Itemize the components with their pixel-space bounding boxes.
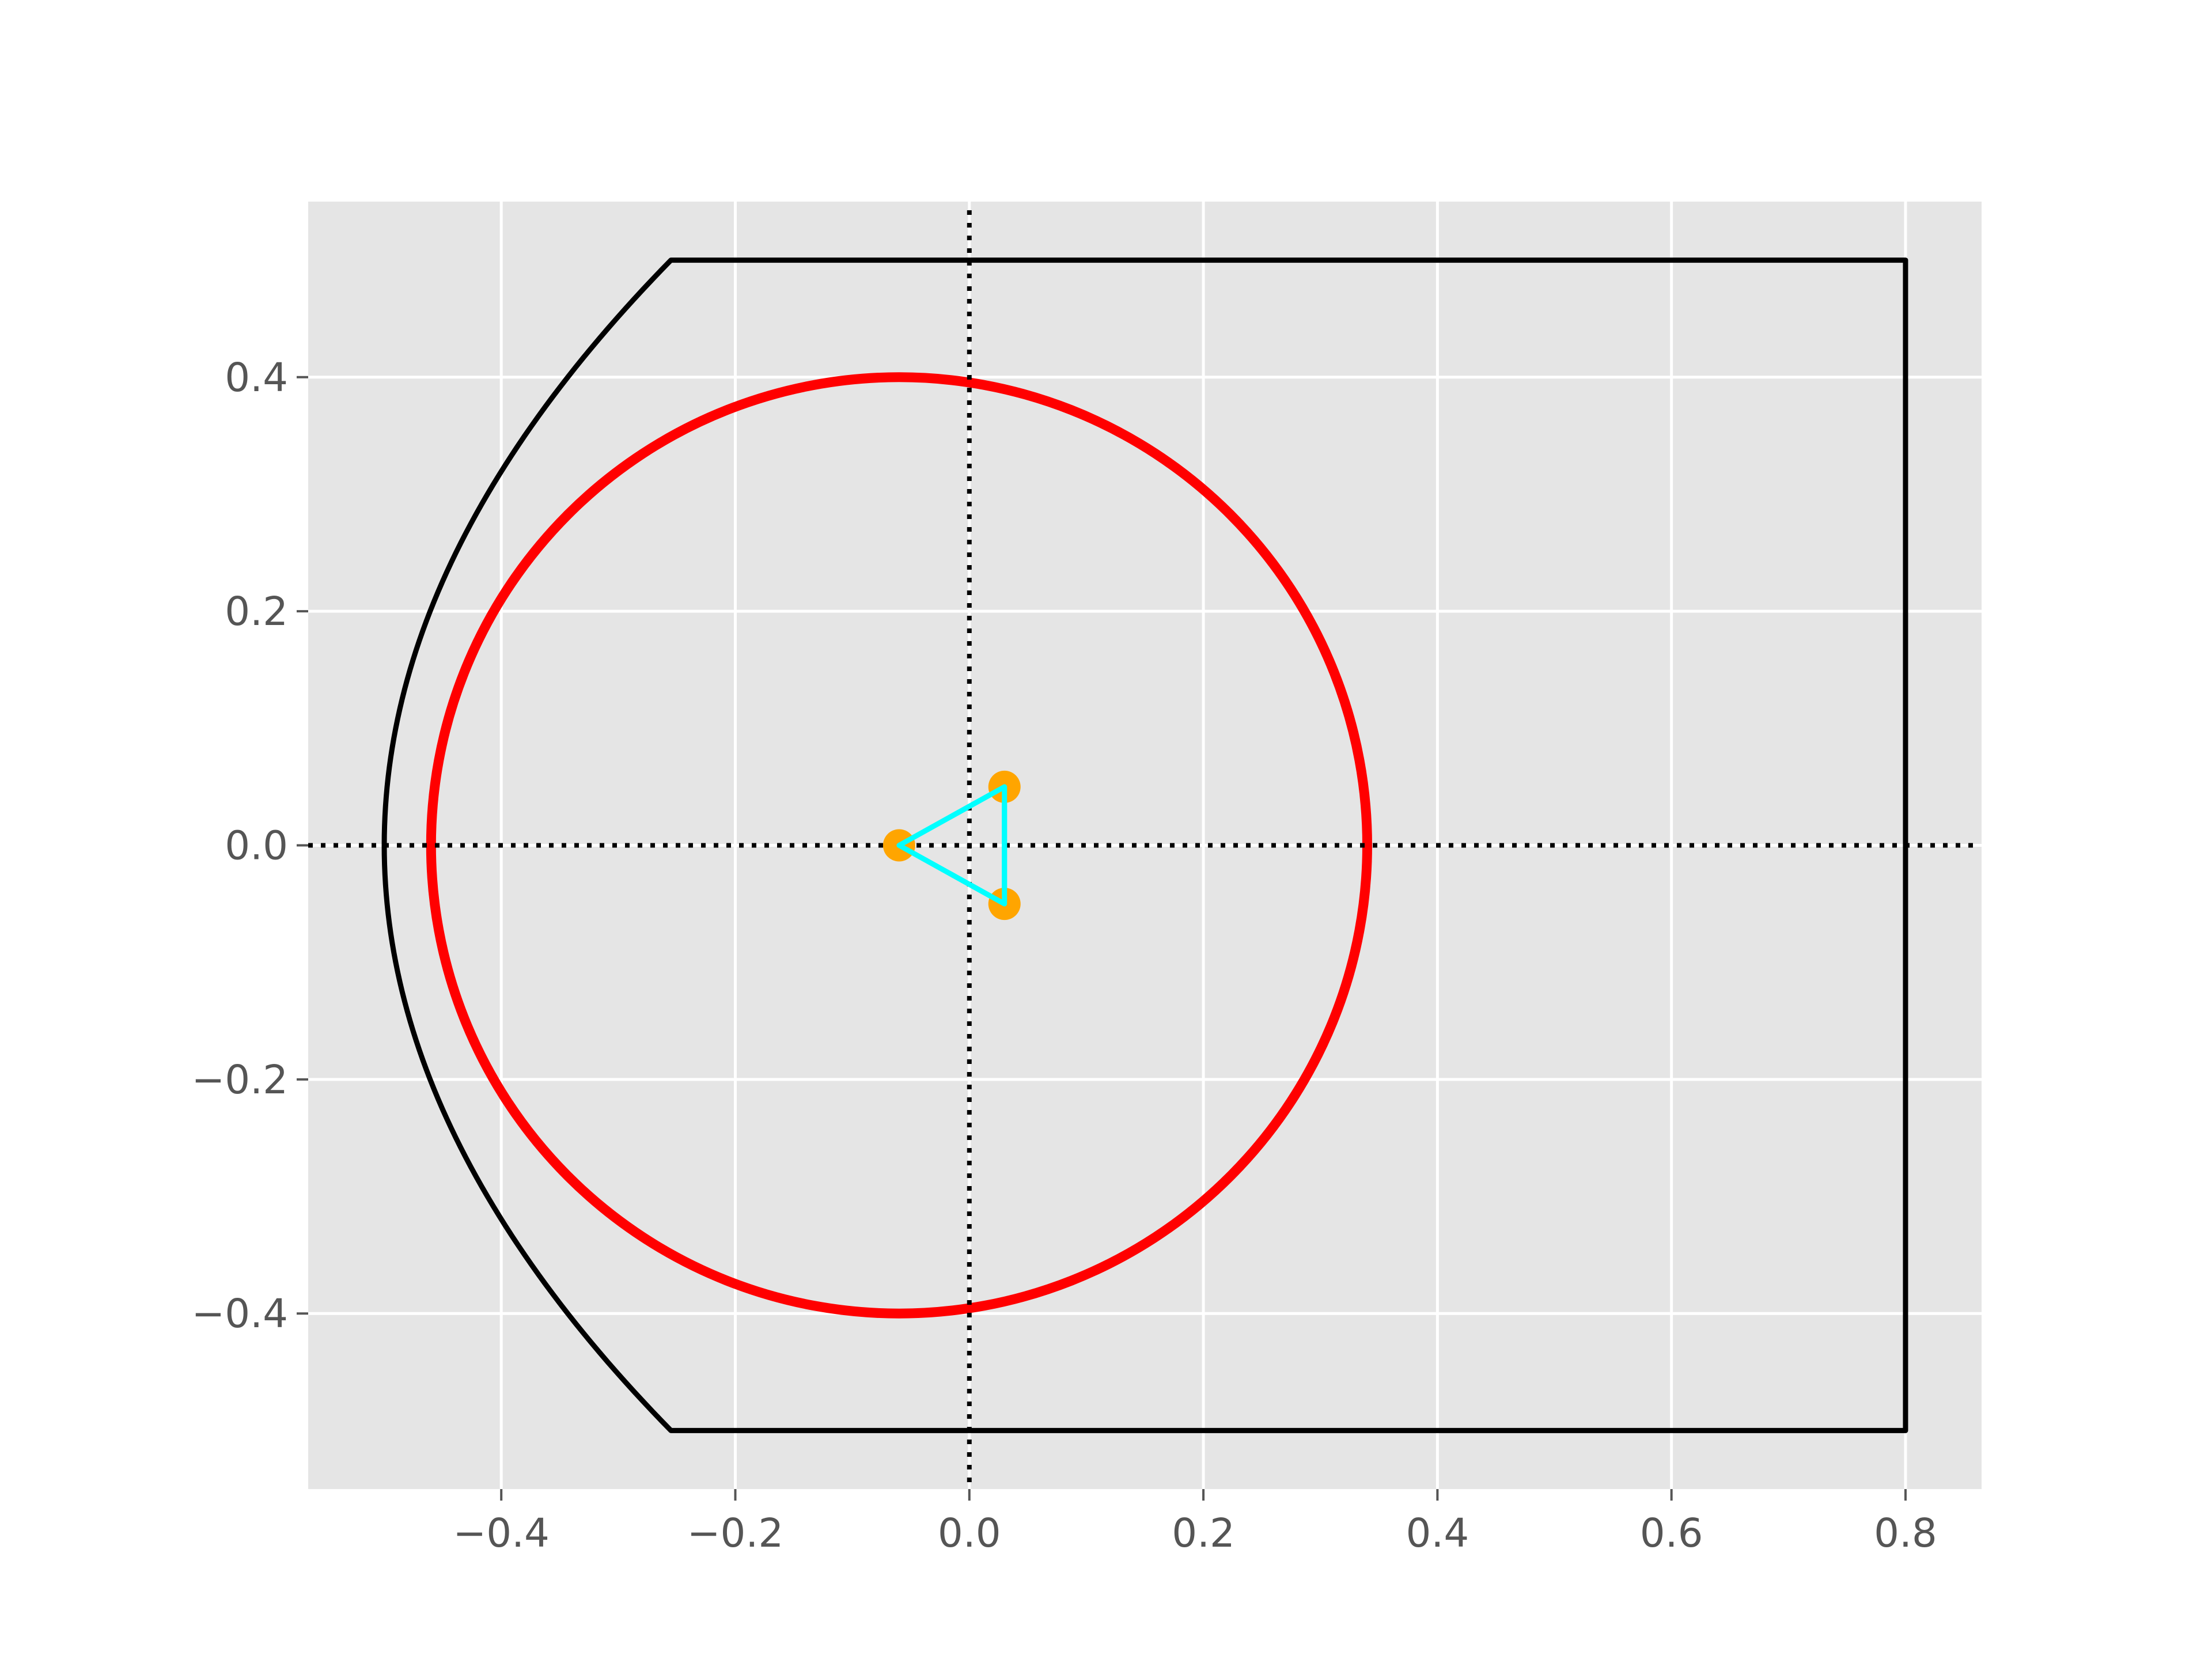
boundary-outline [381,257,1908,1433]
x-tick-label: 0.0 [938,1510,1001,1556]
y-axis: −0.4 −0.2 0.0 0.2 0.4 [191,355,308,1337]
point-markers [882,770,1021,921]
reference-lines [308,210,1973,1489]
x-tick-label: 0.4 [1406,1510,1469,1556]
x-tick-label: 0.6 [1640,1510,1703,1556]
triangle-line-overlay [896,784,1007,907]
y-tick-label: −0.2 [191,1057,288,1103]
x-axis: −0.4 −0.2 0.0 0.2 0.4 0.6 0.8 [453,1489,1937,1556]
x-tick-label: 0.8 [1874,1510,1937,1556]
x-tick-label: −0.4 [453,1510,550,1556]
y-tick-label: −0.4 [191,1291,288,1337]
y-tick-label: 0.4 [225,355,288,401]
y-tick-label: 0.0 [225,823,288,869]
circle-series [426,372,1372,1319]
circle-line [426,372,1372,1319]
x-tick-label: −0.2 [687,1510,784,1556]
boundary-shape [381,257,1908,1433]
y-tick-label: 0.2 [225,589,288,635]
x-tick-label: 0.2 [1172,1510,1235,1556]
